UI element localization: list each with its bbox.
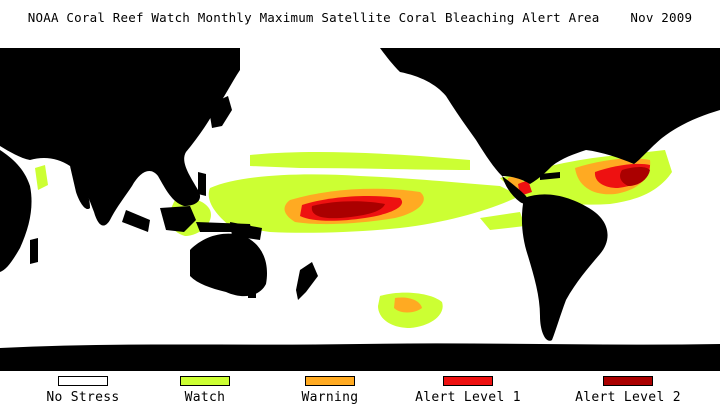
world-alert-map [0, 44, 720, 371]
legend: No Stress Watch Warning Alert Level 1 Al… [0, 376, 720, 411]
legend-label: Alert Level 2 [575, 390, 681, 405]
legend-alert-level-2: Alert Level 2 [558, 376, 698, 405]
legend-watch: Watch [150, 376, 260, 405]
swatch-watch [180, 376, 230, 386]
legend-label: Warning [301, 390, 359, 405]
legend-warning: Warning [275, 376, 385, 405]
legend-alert-level-1: Alert Level 1 [398, 376, 538, 405]
land-masses [0, 48, 720, 371]
legend-label: Watch [184, 390, 226, 405]
legend-label: No Stress [46, 390, 120, 405]
swatch-alert-level-2 [603, 376, 653, 386]
swatch-no-stress [58, 376, 108, 386]
swatch-alert-level-1 [443, 376, 493, 386]
legend-no-stress: No Stress [28, 376, 138, 405]
stress-zones [6, 58, 672, 328]
legend-label: Alert Level 1 [415, 390, 521, 405]
map-title: NOAA Coral Reef Watch Monthly Maximum Sa… [27, 10, 693, 25]
swatch-warning [305, 376, 355, 386]
